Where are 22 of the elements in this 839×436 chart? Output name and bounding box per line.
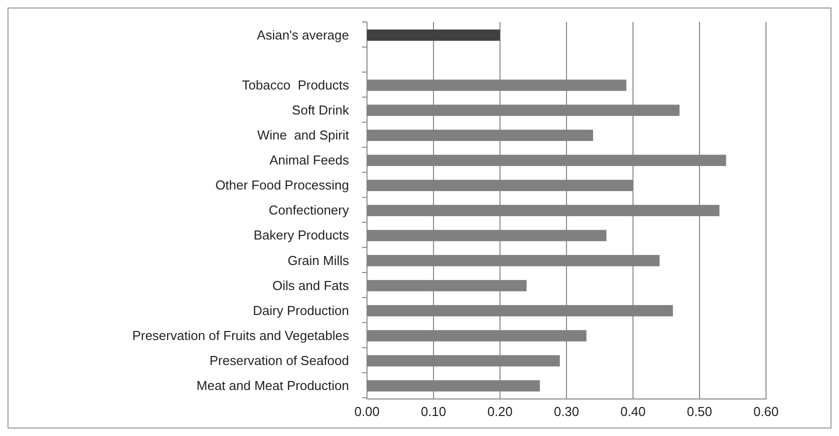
x-tick-label: 0.00 bbox=[354, 404, 380, 420]
y-tick-label: Bakery Products bbox=[254, 228, 350, 243]
x-tick-label: 0.20 bbox=[487, 404, 513, 420]
y-tick-label: Grain Mills bbox=[288, 252, 350, 268]
y-tick-label: Asian's average bbox=[256, 27, 349, 42]
y-tick-label: Animal Feeds bbox=[270, 152, 350, 168]
x-tick-label: 0.50 bbox=[686, 404, 712, 420]
x-tick-label: 0.40 bbox=[620, 404, 646, 420]
y-tick-label: Other Food Processing bbox=[215, 178, 349, 193]
x-tick-label: 0.10 bbox=[420, 404, 446, 420]
x-tick-label: 0.30 bbox=[554, 404, 580, 420]
y-tick-label: Preservation of Fruits and Vegetables bbox=[132, 328, 350, 343]
y-tick-label: Wine and Spirit bbox=[257, 128, 350, 143]
y-tick-label: Soft Drink bbox=[292, 102, 350, 118]
y-tick-label: Meat and Meat Production bbox=[196, 378, 349, 394]
x-tick-label: 0.60 bbox=[753, 404, 779, 420]
y-tick-label: Oils and Fats bbox=[272, 278, 350, 293]
bar bbox=[367, 30, 500, 41]
y-tick-label: Dairy Production bbox=[252, 302, 349, 318]
y-tick-label: Tobacco Products bbox=[242, 77, 350, 92]
y-tick-label: Confectionery bbox=[268, 202, 350, 218]
y-tick-label: Preservation of Seafood bbox=[210, 352, 349, 368]
